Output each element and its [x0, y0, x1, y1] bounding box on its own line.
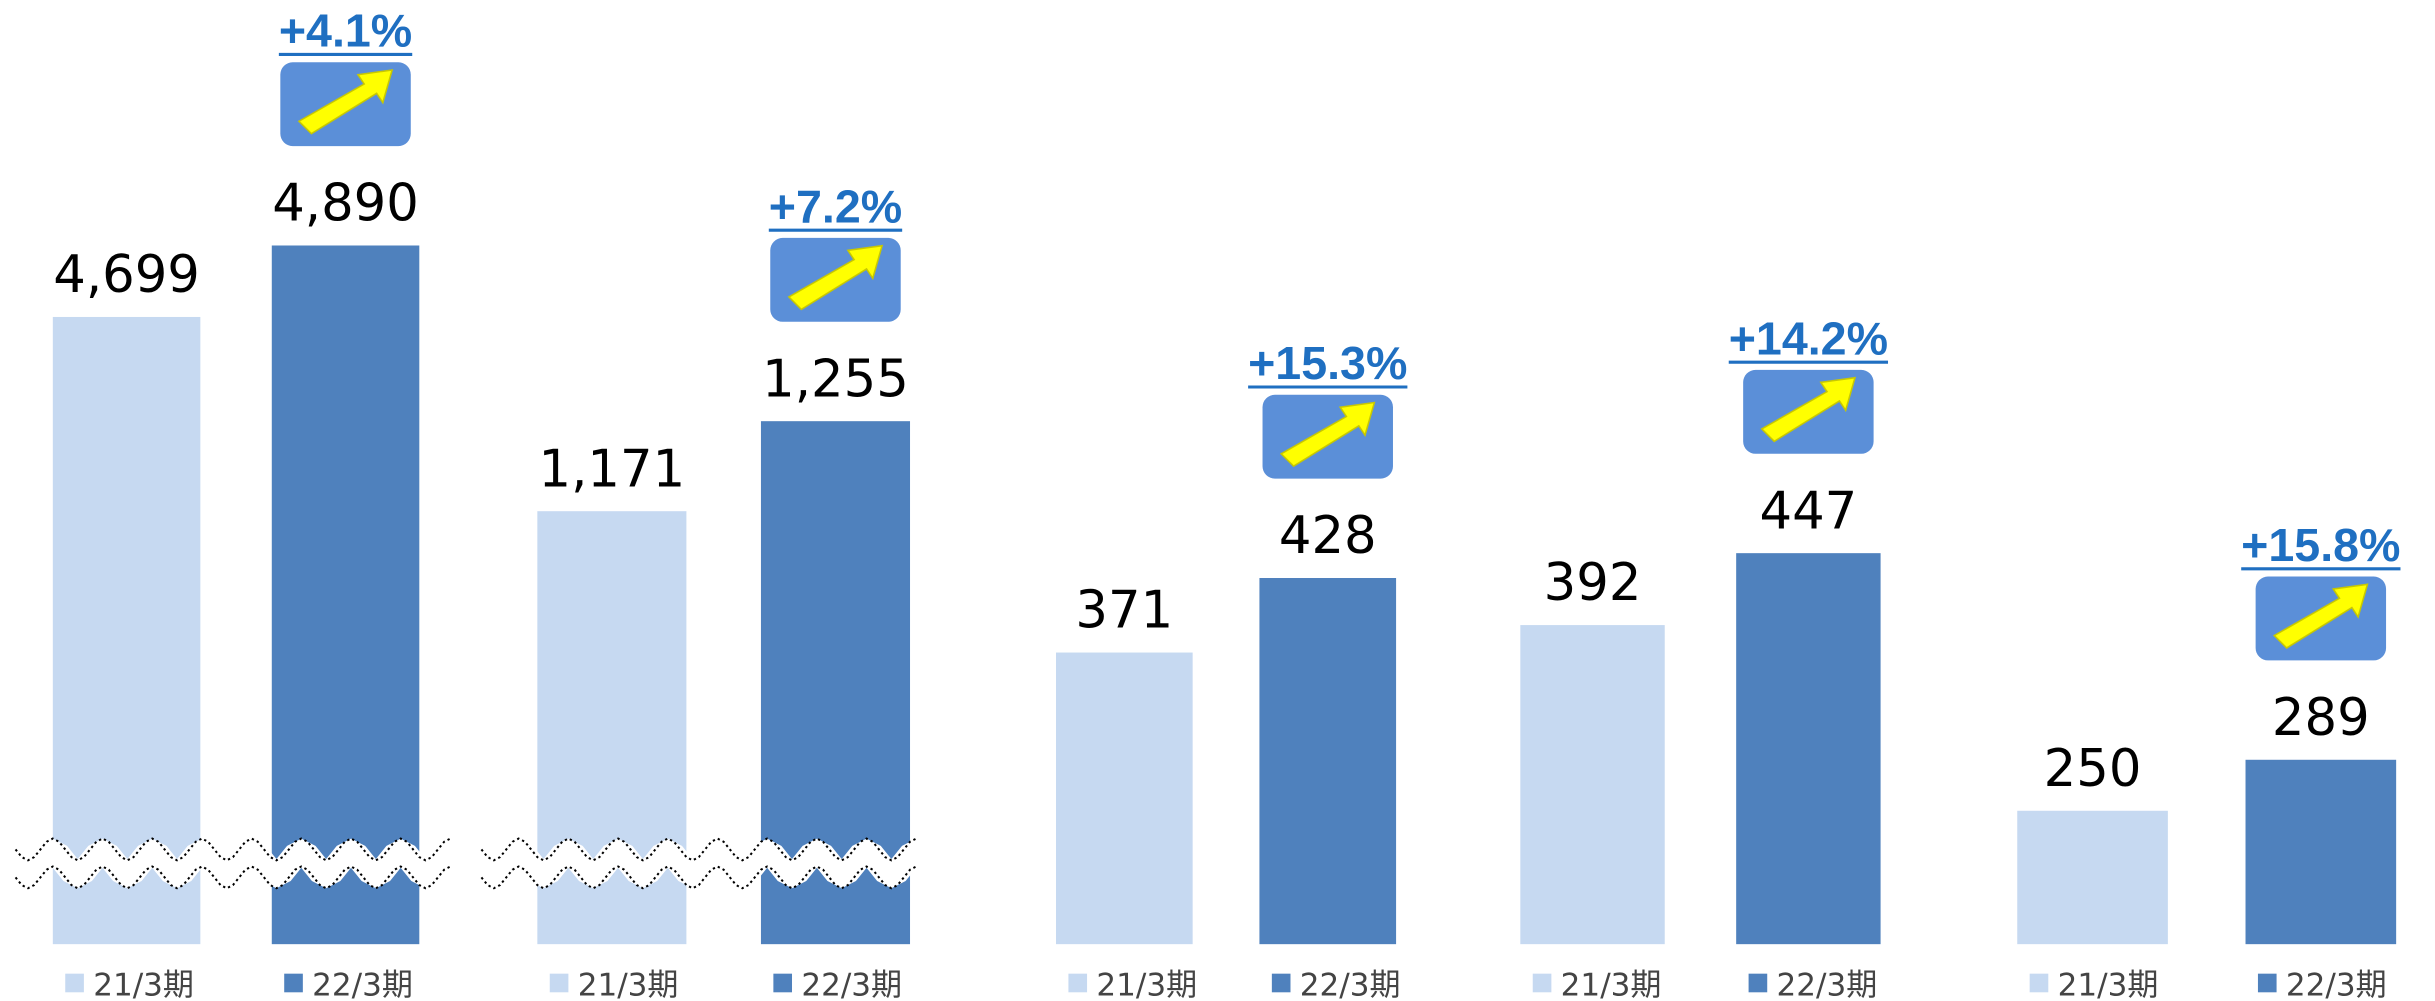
legend-label: 22/3期 [801, 967, 902, 1001]
growth-rate: +15.8% [2241, 519, 2400, 571]
value-label: 371 [1075, 581, 1173, 641]
growth-rate: +7.2% [769, 180, 902, 232]
value-label: 428 [1279, 506, 1377, 566]
legend-label: 21/3期 [2058, 967, 2159, 1001]
growth-arrow [1760, 376, 1857, 443]
growth-arrow [787, 244, 884, 311]
legend-label: 22/3期 [312, 967, 413, 1001]
legend-label: 22/3期 [1300, 967, 1401, 1001]
bar [2245, 759, 2397, 945]
growth-arrow [1279, 401, 1376, 468]
axis-break-line [14, 837, 451, 862]
bar [1520, 625, 1665, 945]
growth-arrow [297, 69, 394, 135]
growth-arrow [2272, 583, 2369, 649]
legend-label: 22/3期 [2286, 967, 2387, 1001]
legend-label: 21/3期 [578, 967, 679, 1001]
growth-rate: +15.3% [1248, 337, 1407, 389]
legend-swatch [773, 973, 793, 993]
axis-break-band [5, 838, 457, 889]
growth-rate: +4.1% [279, 5, 412, 57]
axis-break-line [480, 865, 917, 890]
value-label: 1,255 [762, 349, 909, 409]
legend-swatch [2257, 973, 2277, 993]
axis-break-line [14, 865, 451, 890]
value-label: 392 [1544, 553, 1642, 613]
bar [1055, 652, 1193, 945]
legend-swatch [1532, 973, 1552, 993]
legend-swatch [2029, 973, 2049, 993]
legend-swatch [549, 973, 569, 993]
legend-swatch [1748, 973, 1768, 993]
bar [52, 316, 201, 945]
value-label: 1,171 [539, 439, 686, 499]
legend-label: 22/3期 [1777, 967, 1878, 1001]
axis-break-line [480, 837, 917, 862]
growth-rate: +14.2% [1729, 312, 1888, 364]
legend-swatch [284, 973, 303, 993]
bar [1259, 578, 1397, 945]
legend-label: 21/3期 [93, 967, 194, 1001]
legend-swatch [1068, 973, 1088, 993]
value-label: 289 [2272, 688, 2370, 748]
legend-swatch [65, 973, 84, 993]
bar [271, 245, 420, 945]
bar [537, 511, 687, 945]
legend-swatch [1271, 973, 1291, 993]
legend-label: 21/3期 [1096, 967, 1197, 1001]
value-label: 250 [2044, 739, 2142, 799]
axis-break-band [471, 838, 922, 889]
bar [1736, 553, 1881, 945]
legend-label: 21/3期 [1561, 967, 1662, 1001]
value-label: 4,890 [272, 174, 419, 234]
value-label: 447 [1759, 481, 1857, 541]
value-label: 4,699 [53, 245, 200, 305]
bar [2017, 810, 2168, 945]
